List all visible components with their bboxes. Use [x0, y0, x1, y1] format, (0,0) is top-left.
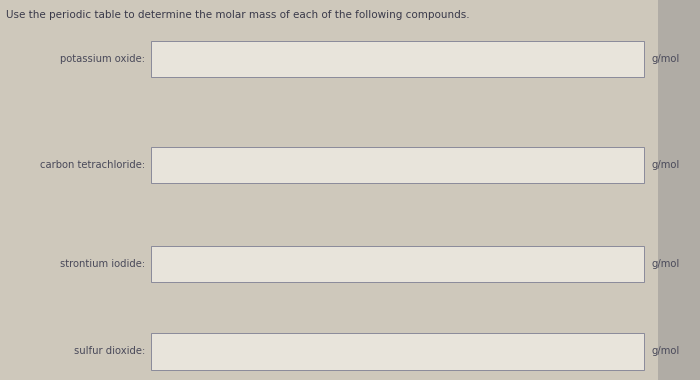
FancyBboxPatch shape	[150, 246, 644, 282]
Text: g/mol: g/mol	[651, 160, 679, 170]
FancyBboxPatch shape	[150, 334, 644, 369]
Text: Use the periodic table to determine the molar mass of each of the following comp: Use the periodic table to determine the …	[6, 10, 469, 19]
Text: potassium oxide:: potassium oxide:	[60, 54, 145, 64]
Text: g/mol: g/mol	[651, 347, 679, 356]
FancyBboxPatch shape	[150, 147, 644, 184]
Text: g/mol: g/mol	[651, 259, 679, 269]
Text: carbon tetrachloride:: carbon tetrachloride:	[40, 160, 145, 170]
Text: g/mol: g/mol	[651, 54, 679, 64]
Text: strontium iodide:: strontium iodide:	[60, 259, 145, 269]
FancyBboxPatch shape	[658, 0, 700, 380]
Text: sulfur dioxide:: sulfur dioxide:	[74, 347, 145, 356]
FancyBboxPatch shape	[150, 41, 644, 77]
